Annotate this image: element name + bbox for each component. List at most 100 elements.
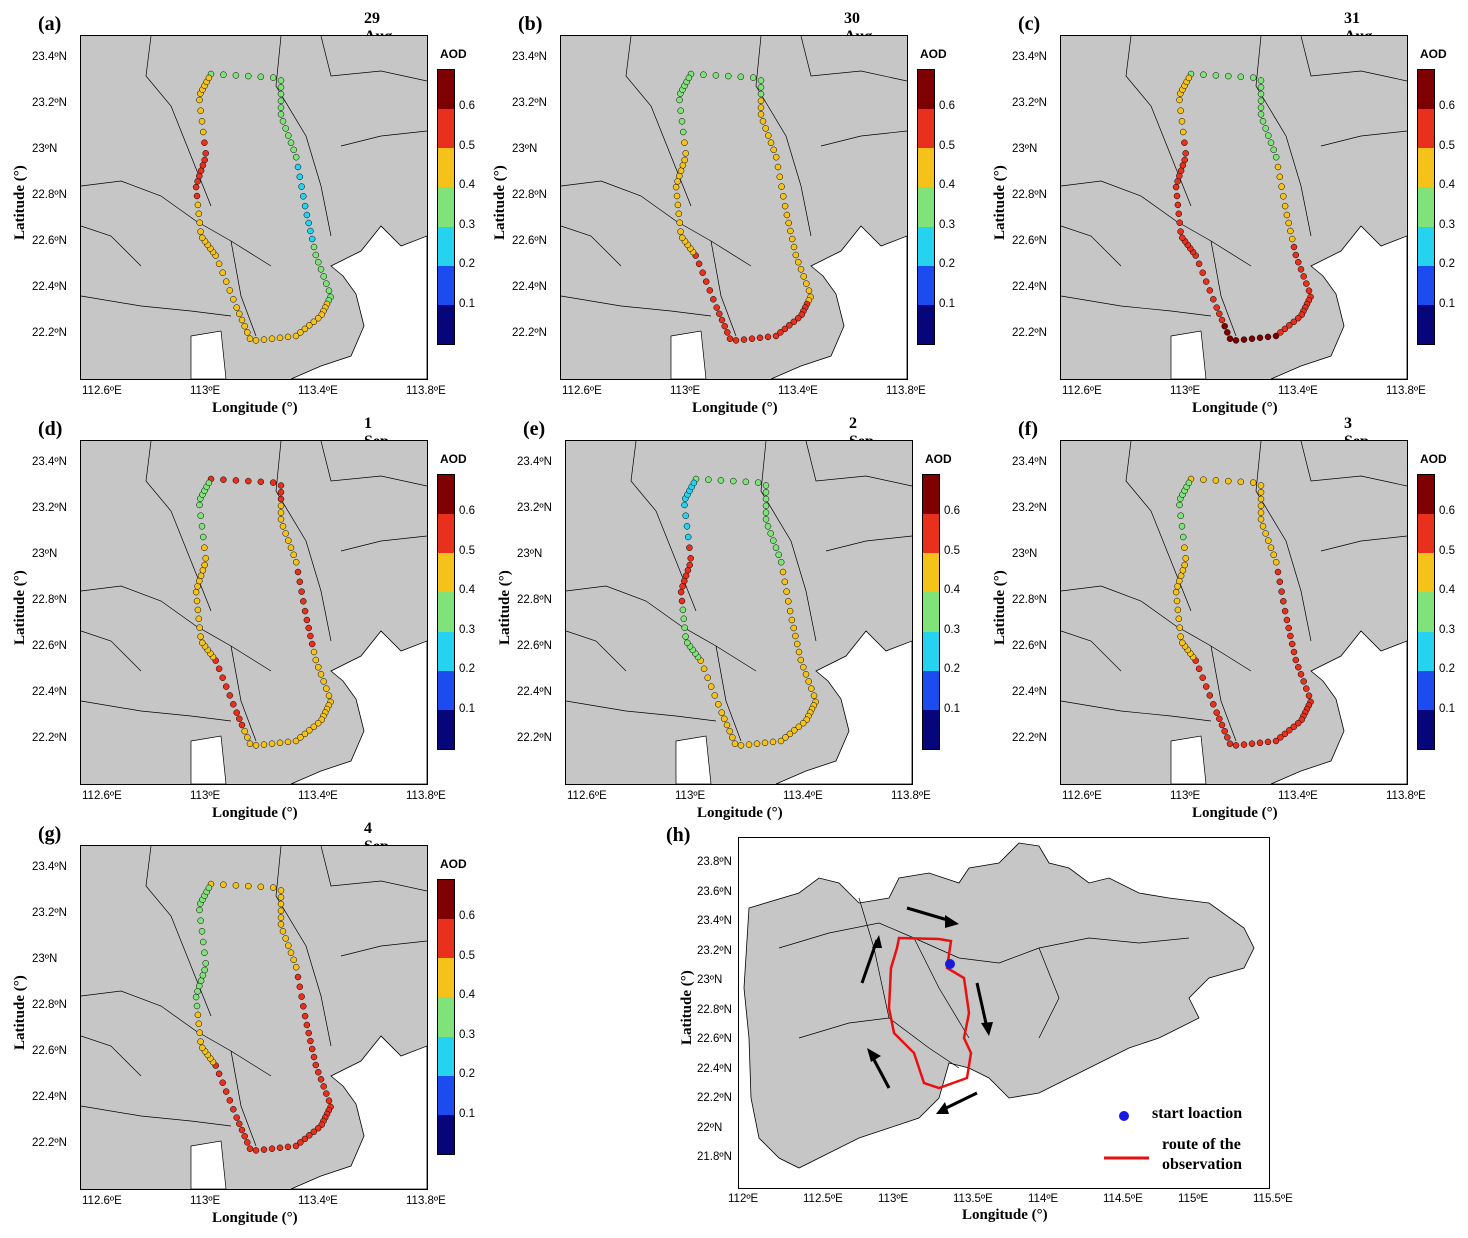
colorbar-segment: [923, 592, 939, 632]
aod-point: [718, 316, 726, 324]
aod-point: [1294, 314, 1302, 322]
y-tick-label: 22.8ºN: [517, 594, 552, 606]
aod-point: [292, 737, 300, 745]
colorbar-tick: 0.2: [1439, 258, 1455, 271]
x-axis-label: Longitude (°): [697, 805, 783, 821]
y-tick-label: 23.2ºN: [697, 944, 732, 957]
colorbar-tick: 0.1: [459, 1107, 475, 1120]
aod-point: [1181, 544, 1188, 551]
colorbar-segment: [438, 919, 454, 959]
aod-point: [199, 1044, 206, 1052]
colorbar-segment: [438, 1075, 454, 1115]
y-tick-label: 22.2ºN: [517, 732, 552, 744]
colorbar-tick: 0.1: [1439, 297, 1455, 310]
x-tick-label: 113.8ºE: [406, 1195, 446, 1207]
aod-point: [257, 478, 265, 486]
colorbar-segment: [438, 553, 454, 593]
y-tick-label: 22.4ºN: [697, 1062, 732, 1075]
colorbar-segment: [918, 226, 934, 266]
aod-point: [246, 1145, 254, 1152]
colorbar-segment: [923, 475, 939, 515]
aod-point: [1305, 692, 1313, 699]
x-tick-label: 113.8ºE: [886, 385, 926, 397]
aod-point: [325, 1097, 333, 1104]
aod-point: [759, 118, 767, 125]
aod-point: [757, 104, 765, 111]
aod-point: [700, 71, 707, 78]
start-location-marker: [945, 959, 955, 969]
aod-point: [675, 210, 683, 218]
x-tick-label: 113ºE: [675, 790, 706, 802]
aod-point: [1179, 234, 1186, 242]
aod-point: [1270, 146, 1277, 154]
aod-point: [767, 139, 775, 146]
aod-point: [797, 266, 805, 273]
aod-point: [797, 656, 805, 664]
y-tick-label: 23.2ºN: [32, 907, 67, 919]
aod-point: [306, 727, 313, 734]
aod-point: [195, 1020, 203, 1028]
aod-point: [1176, 96, 1183, 104]
aod-point: [323, 685, 330, 692]
y-tick-label: 22.8ºN: [32, 189, 67, 201]
y-tick-label: 22.8ºN: [1012, 189, 1047, 201]
aod-point: [1287, 227, 1294, 235]
colorbar-segment: [1418, 475, 1434, 515]
y-tick-label: 23ºN: [1012, 548, 1038, 560]
aod-point: [1277, 329, 1284, 336]
aod-point: [268, 740, 276, 747]
aod-point: [718, 709, 725, 716]
aod-point: [683, 523, 691, 530]
aod-point: [762, 516, 770, 523]
aod-point: [1179, 128, 1187, 136]
aod-point: [241, 727, 248, 735]
aod-point: [1212, 72, 1220, 79]
aod-point: [793, 640, 801, 648]
sea-area: [1270, 630, 1407, 784]
aod-point: [1249, 479, 1257, 486]
aod-point: [681, 501, 688, 509]
colorbar-segment: [918, 70, 934, 110]
aod-point: [236, 310, 243, 318]
aod-point: [737, 742, 745, 749]
aod-point: [767, 530, 774, 537]
aod-point: [294, 973, 302, 981]
colorbar-segment: [1418, 226, 1434, 266]
admin-boundaries: [1061, 36, 1407, 337]
colorbar-segment: [438, 1114, 454, 1154]
aod-point: [257, 73, 265, 81]
aod-point: [1259, 118, 1267, 125]
aod-point: [199, 938, 207, 946]
legend-start-marker: [1119, 1111, 1129, 1121]
aod-point: [310, 723, 318, 731]
aod-point: [233, 304, 240, 311]
aod-point: [230, 701, 237, 708]
aod-track-map: [560, 35, 908, 380]
aod-point: [756, 334, 764, 342]
aod-point: [245, 477, 252, 485]
aod-point: [315, 663, 322, 671]
aod-point: [287, 544, 295, 551]
aod-point: [306, 1132, 313, 1139]
aod-point: [757, 84, 765, 91]
aod-point: [1177, 228, 1184, 235]
aod-point: [245, 882, 252, 890]
aod-point: [323, 1090, 330, 1097]
x-tick-label: 112.5ºE: [803, 1193, 843, 1205]
aod-point: [1240, 741, 1248, 748]
aod-point: [279, 523, 287, 530]
y-tick-label: 22.6ºN: [517, 640, 552, 652]
colorbar-segment: [438, 514, 454, 554]
x-tick-label: 113ºE: [190, 790, 221, 802]
route-overview-map: [738, 837, 1270, 1189]
aod-point: [194, 201, 202, 209]
direction-arrow-2: [906, 906, 952, 923]
aod-point: [762, 489, 770, 496]
aod-point: [724, 329, 731, 336]
aod-point: [310, 1128, 318, 1136]
aod-point: [205, 884, 213, 892]
colorbar-segment: [1418, 670, 1434, 710]
aod-point: [705, 476, 712, 483]
aod-point: [1276, 578, 1284, 586]
aod-point: [192, 183, 200, 191]
